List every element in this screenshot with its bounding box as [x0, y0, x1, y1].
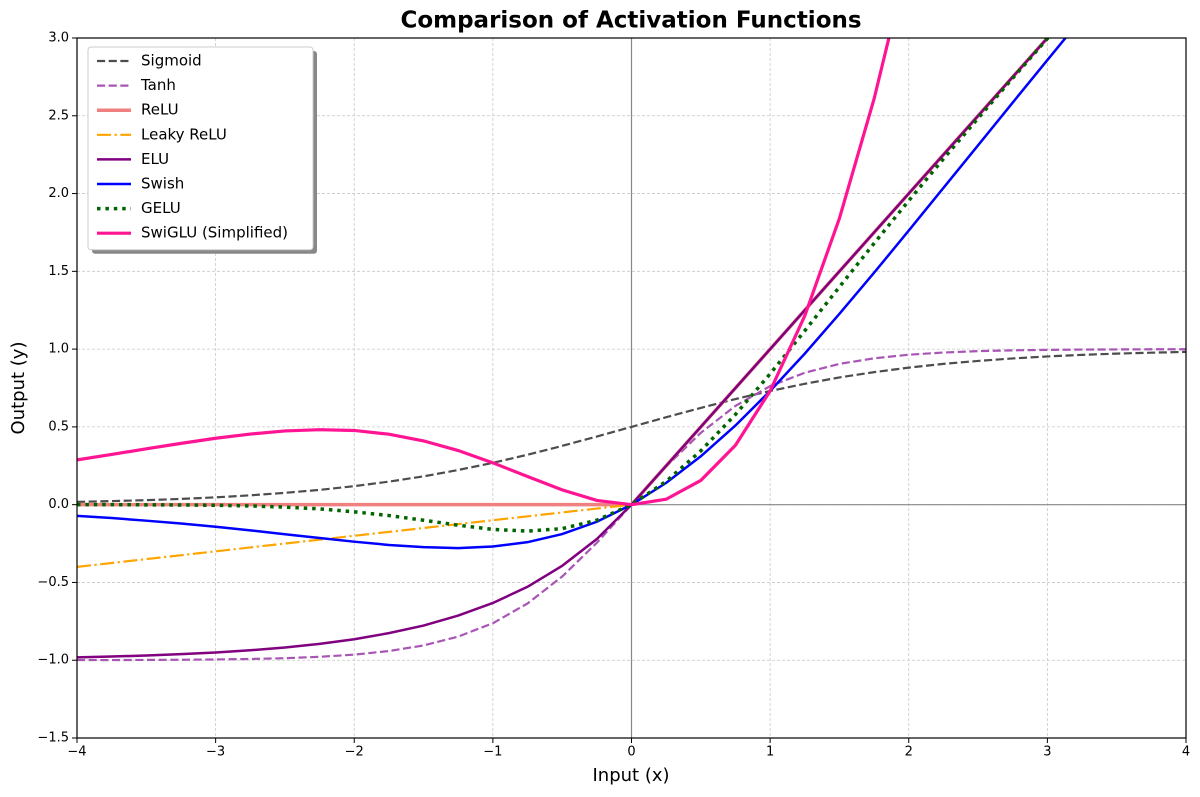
legend-label: Swish [141, 175, 184, 193]
x-tick-label: 3 [1043, 745, 1051, 760]
legend-label: ReLU [141, 101, 179, 119]
y-tick-label: 1.0 [48, 342, 69, 357]
x-tick-label: 1 [766, 745, 774, 760]
legend-label: Tanh [140, 76, 176, 94]
chart-title: Comparison of Activation Functions [400, 8, 861, 34]
legend-label: ELU [141, 150, 169, 168]
y-tick-label: 0.5 [48, 419, 69, 434]
frame [76, 37, 1187, 739]
legend-label: GELU [141, 199, 181, 217]
y-tick-label: 2.0 [48, 186, 69, 201]
series-line [77, 38, 1051, 533]
x-tick-label: −4 [67, 745, 86, 760]
plot-area [77, 38, 1186, 662]
y-tick-label: 3.0 [48, 31, 69, 46]
y-axis-label: Output (y) [8, 342, 29, 435]
y-tick-label: −0.5 [37, 575, 69, 590]
x-tick-label: −1 [483, 745, 502, 760]
x-tick-label: −2 [345, 745, 364, 760]
legend-label: Sigmoid [141, 52, 202, 70]
legend [87, 46, 314, 251]
legend-label: Leaky ReLU [141, 125, 227, 143]
x-tick-label: 0 [627, 745, 635, 760]
legend-label: SwiGLU (Simplified) [141, 224, 288, 242]
x-axis-label: Input (x) [592, 765, 669, 786]
y-tick-label: −1.0 [37, 653, 69, 668]
y-tick-label: −1.5 [37, 731, 69, 746]
y-tick-label: 2.5 [48, 108, 69, 123]
x-tick-label: −3 [206, 745, 225, 760]
x-tick-label: 4 [1182, 745, 1190, 760]
series-line [77, 350, 1186, 503]
y-tick-label: 1.5 [48, 264, 69, 279]
x-tick-label: 2 [905, 745, 913, 760]
series-line [77, 38, 891, 507]
y-tick-label: 0.0 [48, 497, 69, 512]
